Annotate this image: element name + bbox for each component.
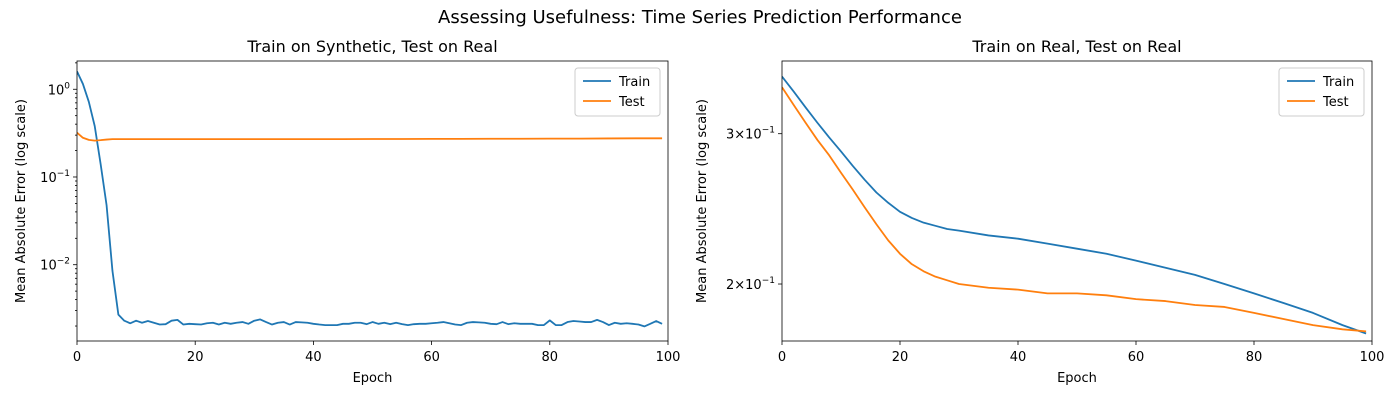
axes-frame-right (781, 60, 1373, 342)
x-tick-label-left: 80 (542, 350, 559, 365)
series-line-train-left (77, 70, 663, 328)
chart-title-left: Train on Synthetic, Test on Real (246, 37, 497, 56)
x-tick-label-left: 60 (423, 350, 440, 365)
series-line-test-right (782, 86, 1367, 333)
x-tick-label-right: 60 (1128, 350, 1145, 365)
y-axis-label-left: Mean Absolute Error (log scale) (14, 99, 29, 303)
x-axis-label-left: Epoch (353, 371, 393, 386)
axes-frame-left (76, 60, 669, 342)
figure-suptitle: Assessing Usefulness: Time Series Predic… (438, 7, 962, 28)
y-tick-label-right: 3×10−1 (726, 126, 775, 143)
x-tick-label-left: 100 (656, 350, 681, 365)
chart-panel-left: Train on Synthetic, Test on Real Epoch M… (14, 37, 680, 386)
plot-area-left: 0 20 40 60 80 100 100 10−1 10−2 Train Test (40, 60, 681, 365)
chart-panel-right: Train on Real, Test on Real Epoch Mean A… (695, 37, 1384, 386)
series-line-test-left (77, 131, 663, 142)
x-tick-label-right: 0 (778, 350, 786, 365)
legend-box-right (1278, 67, 1365, 117)
y-tick-label-left: 10−2 (40, 257, 70, 274)
x-tick-label-right: 80 (1246, 350, 1263, 365)
legend-label-train-right: Train (1322, 75, 1354, 90)
x-tick-label-right: 100 (1360, 350, 1385, 365)
plot-area-right: 0 20 40 60 80 100 3×10−1 2×10−1 Train Test (726, 60, 1385, 365)
y-tick-label-right: 2×10−1 (726, 276, 775, 293)
chart-title-right: Train on Real, Test on Real (971, 37, 1181, 56)
y-tick-label-left: 10−1 (40, 169, 70, 186)
x-tick-label-left: 0 (73, 350, 81, 365)
x-tick-label-left: 20 (187, 350, 204, 365)
x-tick-label-right: 40 (1010, 350, 1027, 365)
legend-left: Train Test (574, 67, 661, 117)
y-axis-label-right: Mean Absolute Error (log scale) (695, 99, 710, 303)
x-tick-label-left: 40 (305, 350, 322, 365)
y-tick-label-left: 100 (48, 81, 71, 98)
x-tick-label-right: 20 (892, 350, 909, 365)
legend-right: Train Test (1278, 67, 1365, 117)
x-axis-label-right: Epoch (1057, 371, 1097, 386)
legend-label-train-left: Train (618, 75, 650, 90)
legend-label-test-right: Test (1322, 95, 1349, 110)
series-line-train-right (782, 76, 1367, 335)
legend-label-test-left: Test (618, 95, 645, 110)
legend-box-left (574, 67, 661, 117)
